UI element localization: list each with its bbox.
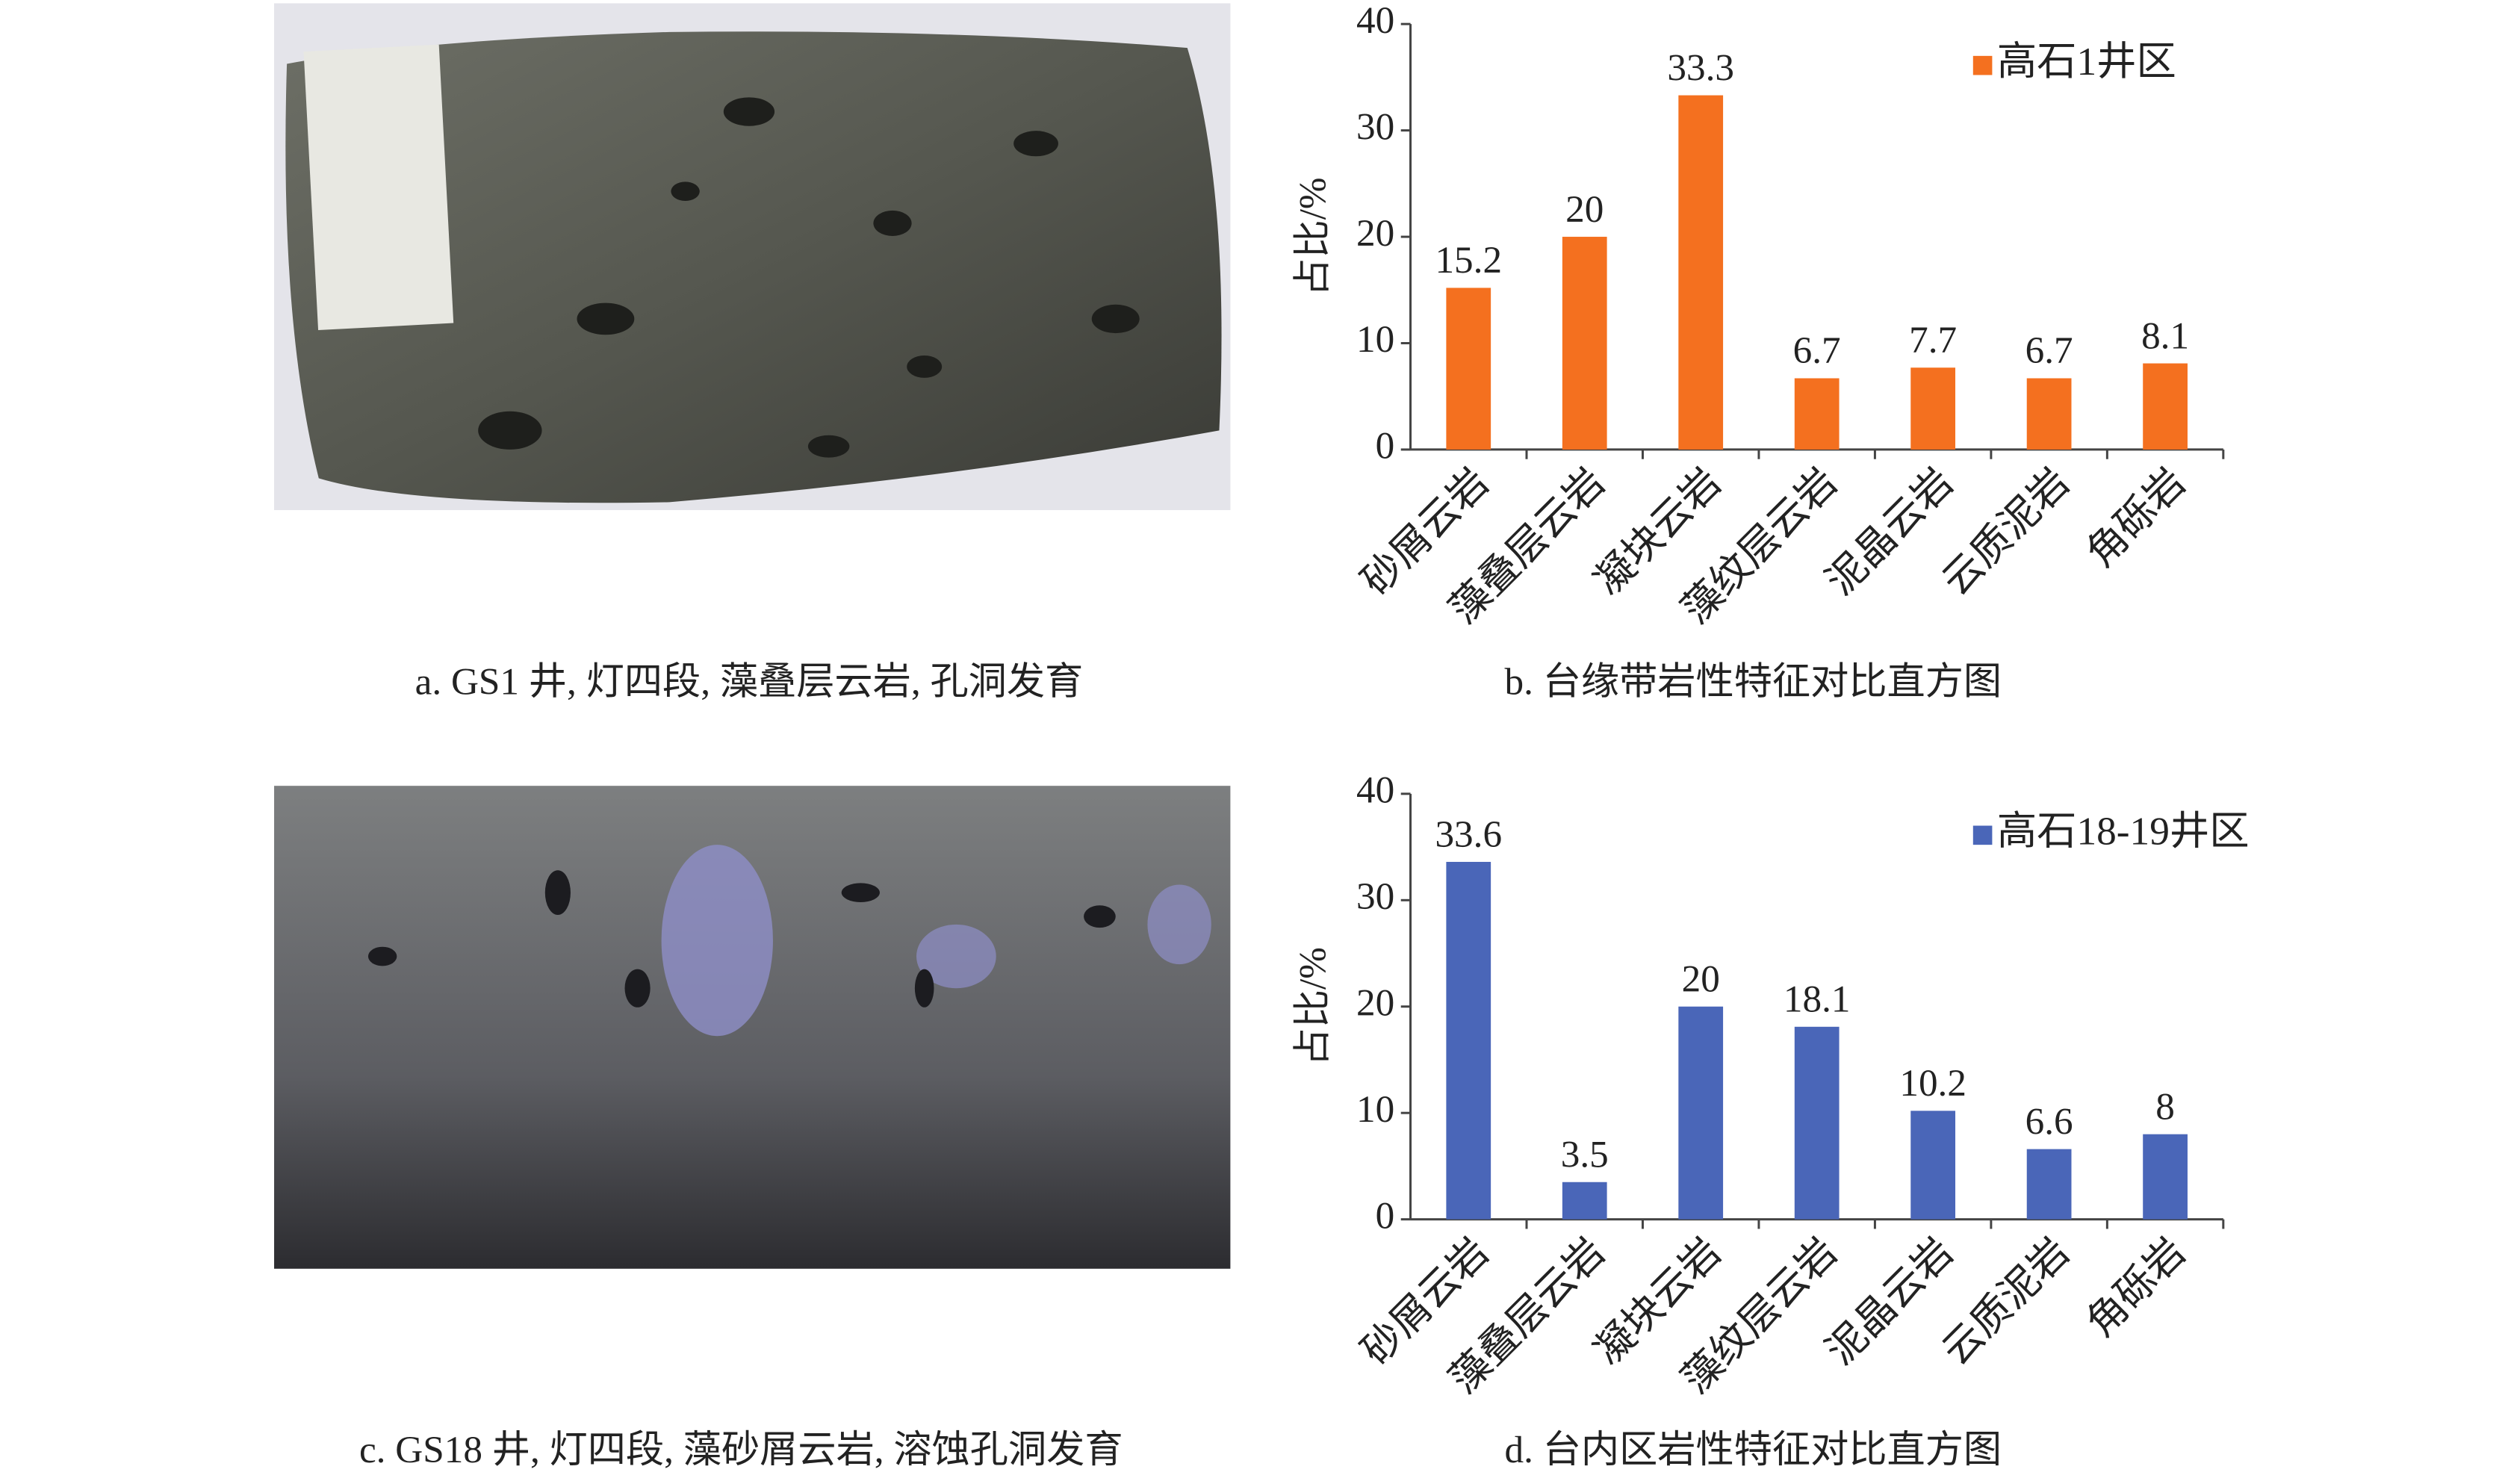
- data-label: 18.1: [1784, 978, 1851, 1021]
- bar: [1910, 367, 1956, 450]
- y-tick-label: 20: [1356, 981, 1394, 1024]
- data-label: 6.6: [2025, 1100, 2073, 1143]
- data-label: 8: [2155, 1085, 2175, 1128]
- photo-c: [274, 786, 1231, 1269]
- bar: [2143, 1134, 2188, 1220]
- y-tick-label: 30: [1356, 105, 1394, 148]
- x-tick-label: 云质泥岩: [1934, 459, 2078, 603]
- photo-a: [274, 3, 1231, 511]
- y-tick-label: 30: [1356, 875, 1394, 918]
- y-tick-label: 0: [1376, 1194, 1395, 1237]
- bar: [1562, 1182, 1607, 1220]
- bar: [1446, 862, 1491, 1220]
- data-label: 10.2: [1899, 1062, 1966, 1105]
- y-tick-label: 20: [1356, 212, 1394, 255]
- x-tick-label: 角砾岩: [2078, 459, 2194, 576]
- data-label: 6.7: [2025, 329, 2073, 372]
- bar: [1794, 378, 1840, 450]
- data-label: 20: [1565, 188, 1604, 231]
- bar: [2026, 1149, 2072, 1220]
- data-label: 3.5: [1561, 1133, 1609, 1176]
- chart-title: b. 台缘带岩性特征对比直方图: [1505, 660, 2002, 703]
- x-tick-label: 泥晶云岩: [1817, 459, 1961, 603]
- bar: [2143, 363, 2188, 450]
- bar: [1446, 288, 1491, 450]
- photo-caption: c. GS18 井, 灯四段, 藻砂屑云岩, 溶蚀孔洞发育: [359, 1429, 1123, 1471]
- legend-label: 高石18-19井区: [1997, 809, 2250, 854]
- bar: [1562, 237, 1607, 450]
- x-tick-label: 角砾岩: [2078, 1229, 2194, 1346]
- data-label: 20: [1682, 957, 1720, 1000]
- data-label: 33.6: [1435, 813, 1502, 856]
- x-tick-label: 泥晶云岩: [1817, 1229, 1961, 1373]
- data-label: 8.1: [2141, 314, 2189, 357]
- legend-label: 高石1井区: [1997, 39, 2176, 84]
- data-label: 33.3: [1667, 46, 1734, 89]
- photo-caption: a. GS1 井, 灯四段, 藻叠层云岩, 孔洞发育: [415, 660, 1084, 703]
- y-tick-label: 10: [1356, 318, 1394, 361]
- data-label: 7.7: [1909, 319, 1957, 361]
- bar: [1678, 95, 1724, 450]
- chart-title: d. 台内区岩性特征对比直方图: [1505, 1429, 2002, 1471]
- y-tick-label: 40: [1356, 0, 1394, 42]
- bar: [2026, 378, 2072, 450]
- legend-swatch: [1972, 825, 1993, 845]
- data-label: 15.2: [1435, 239, 1502, 282]
- bar: [1678, 1006, 1724, 1220]
- data-label: 6.7: [1793, 329, 1841, 372]
- y-tick-label: 0: [1376, 425, 1395, 468]
- legend-swatch: [1972, 55, 1993, 75]
- bar: [1910, 1111, 1956, 1220]
- y-tick-label: 40: [1356, 769, 1394, 812]
- y-axis-label: 占比/%: [1291, 947, 1334, 1066]
- y-axis-label: 占比/%: [1291, 177, 1334, 296]
- bar: [1794, 1026, 1840, 1220]
- x-tick-label: 云质泥岩: [1934, 1229, 2078, 1373]
- y-tick-label: 10: [1356, 1088, 1394, 1131]
